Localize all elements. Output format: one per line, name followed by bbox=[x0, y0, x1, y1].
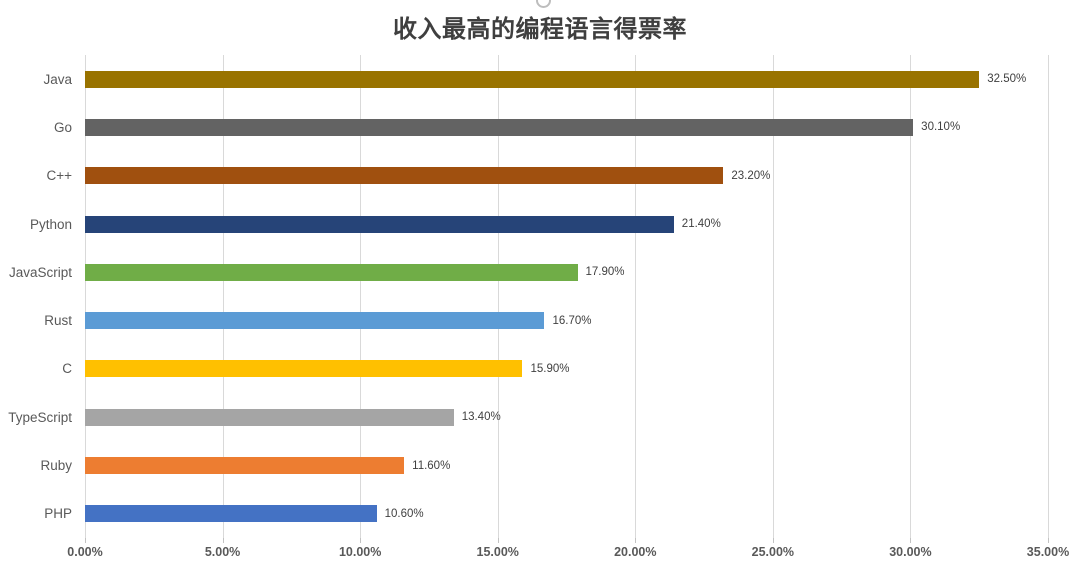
axis-tick-mark bbox=[360, 538, 362, 543]
x-axis-tick-label: 20.00% bbox=[614, 545, 657, 559]
bar bbox=[85, 457, 405, 475]
bar-row: JavaScript 17.90% bbox=[9, 248, 1048, 296]
x-axis-tick-label: 10.00% bbox=[338, 545, 382, 559]
axis-tick-mark bbox=[772, 538, 774, 543]
bar bbox=[85, 70, 980, 88]
bar-row: C 15.90% bbox=[62, 345, 1048, 393]
gridline bbox=[222, 55, 224, 538]
plot-area: Java 32.50% Go 30.10% C++ 23.20% Python 21.40% J… bbox=[8, 55, 1069, 559]
axis-tick-mark bbox=[222, 538, 224, 543]
bar-value-label: 13.40% bbox=[461, 411, 501, 424]
x-axis-tick-label: 5.00% bbox=[204, 545, 241, 559]
bar bbox=[85, 360, 523, 378]
x-axis-tick-label: 25.00% bbox=[751, 545, 795, 559]
bar bbox=[85, 263, 578, 281]
bar-row: PHP 10.60% bbox=[44, 490, 1048, 538]
bar-value-label: 16.70% bbox=[552, 314, 592, 327]
gridline bbox=[1048, 55, 1049, 538]
chart-title: 收入最高的编程语言得票率 bbox=[393, 16, 687, 43]
bar-value-label: 21.40% bbox=[681, 218, 721, 231]
bar-row: Java 32.50% bbox=[43, 55, 1048, 103]
category-label: PHP bbox=[44, 506, 72, 522]
bar-value-label: 17.90% bbox=[585, 266, 625, 279]
bar-row: Python 21.40% bbox=[30, 200, 1048, 248]
axis-tick-mark bbox=[635, 538, 637, 543]
bar-value-label: 23.20% bbox=[731, 169, 771, 182]
category-label: C++ bbox=[46, 168, 72, 184]
bar-row: Ruby 11.60% bbox=[40, 441, 1048, 489]
x-axis-tick-label: 30.00% bbox=[889, 545, 932, 559]
bar-value-label: 32.50% bbox=[987, 73, 1027, 86]
axis-tick-mark bbox=[1048, 538, 1049, 543]
bar-row: TypeScript 13.40% bbox=[8, 393, 1048, 441]
gridline bbox=[772, 55, 774, 538]
category-label: C bbox=[62, 361, 72, 377]
bar-value-label: 11.60% bbox=[412, 459, 451, 472]
bar bbox=[85, 167, 724, 185]
bar bbox=[85, 312, 545, 330]
bar bbox=[85, 215, 674, 233]
bar-row: C++ 23.20% bbox=[46, 152, 1048, 200]
gridline bbox=[85, 55, 86, 538]
category-label: Java bbox=[43, 71, 72, 87]
category-label: TypeScript bbox=[8, 409, 72, 425]
category-label: JavaScript bbox=[8, 264, 72, 280]
category-label: Python bbox=[29, 216, 72, 232]
category-label: Ruby bbox=[40, 458, 72, 474]
bar-rows: Java 32.50% Go 30.10% C++ 23.20% Python 21.40% J… bbox=[8, 55, 1048, 538]
decorative-circle-icon bbox=[536, 0, 551, 8]
x-axis-tick-label: 0.00% bbox=[67, 545, 103, 559]
category-label: Rust bbox=[44, 313, 72, 329]
axis-tick-mark bbox=[497, 538, 499, 543]
bar bbox=[85, 408, 454, 426]
gridline bbox=[910, 55, 912, 538]
category-label: Go bbox=[53, 119, 72, 135]
gridline bbox=[635, 55, 637, 538]
bar-value-label: 15.90% bbox=[530, 362, 570, 375]
bar bbox=[85, 118, 914, 136]
x-axis: 0.00% 5.00% 10.00% 15.00% 20.00% 25.00% 30.00%… bbox=[67, 538, 1069, 560]
gridline bbox=[360, 55, 362, 538]
gridline bbox=[497, 55, 499, 538]
axis-tick-mark bbox=[910, 538, 912, 543]
x-axis-tick-label: 35.00% bbox=[1026, 545, 1070, 559]
bar-value-label: 30.10% bbox=[921, 121, 961, 134]
bar-row: Go 30.10% bbox=[54, 103, 1048, 151]
x-axis-tick-label: 15.00% bbox=[476, 545, 519, 559]
bar-value-label: 10.60% bbox=[384, 507, 424, 520]
bar-row: Rust 16.70% bbox=[44, 296, 1048, 344]
axis-tick-mark bbox=[85, 538, 86, 543]
bar bbox=[85, 505, 377, 523]
